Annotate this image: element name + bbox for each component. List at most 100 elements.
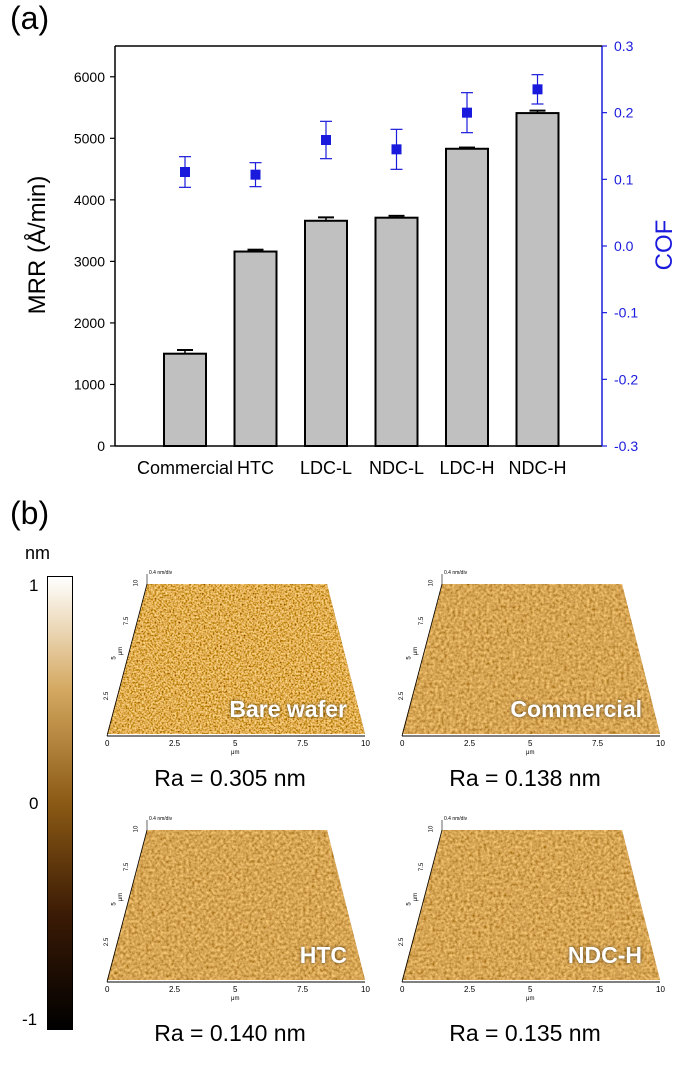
afm-ytick: 10 <box>133 579 140 587</box>
afm-ytick: 7.5 <box>419 616 426 625</box>
xtick-label: LDC-L <box>300 458 352 478</box>
afm-xtick: 10 <box>656 739 665 748</box>
afm-ytick: 7.5 <box>419 862 426 871</box>
colorbar <box>47 576 73 1030</box>
cof-point <box>321 135 331 145</box>
ytick-label: 3000 <box>74 253 105 269</box>
xtick-label: LDC-H <box>439 458 494 478</box>
ytick-label: 1000 <box>74 376 105 392</box>
bar-ldc-h <box>445 147 489 447</box>
afm-ra-label: Ra = 0.305 nm <box>154 765 306 791</box>
afm-xunit: μm <box>231 996 240 1002</box>
afm-xtick: 2.5 <box>464 739 476 748</box>
afm-xtick: 2.5 <box>169 739 181 748</box>
cof-point <box>250 169 261 180</box>
afm-yunit: μm <box>118 646 125 656</box>
afm-sample-name: HTC <box>299 942 347 968</box>
afm-scale-label: 0.4 nm/div <box>444 570 468 576</box>
y2tick-label: -0.1 <box>614 305 638 321</box>
afm-ytick: 10 <box>133 825 140 833</box>
cof-point <box>180 167 190 177</box>
panel-b-label: (b) <box>10 495 50 531</box>
afm-surface <box>401 820 660 983</box>
chart-y2label: COF <box>651 220 678 271</box>
colorbar-tick-bottom: -1 <box>22 1010 38 1029</box>
afm-sample-name: Bare wafer <box>229 696 347 722</box>
xtick-label: NDC-H <box>509 458 567 478</box>
bar-commercial <box>163 352 207 448</box>
afm-ytick: 5 <box>111 902 118 906</box>
afm-xtick: 10 <box>656 985 665 994</box>
afm-xtick: 0 <box>400 739 405 748</box>
afm-ytick: 2.5 <box>104 937 111 946</box>
afm-xunit: μm <box>526 750 535 756</box>
cof-point <box>391 144 402 155</box>
afm-xtick: 5 <box>528 739 533 748</box>
bar-ndc-l <box>374 216 419 447</box>
ytick-label: 2000 <box>74 315 105 331</box>
bar-ldc-l <box>304 219 348 447</box>
afm-xunit: μm <box>231 750 240 756</box>
afm-xtick: 7.5 <box>297 985 309 994</box>
ytick-label: 4000 <box>74 192 105 208</box>
afm-ra-label: Ra = 0.140 nm <box>154 1020 306 1046</box>
afm-ytick: 2.5 <box>104 691 111 700</box>
ytick-label: 5000 <box>74 130 105 146</box>
afm-surface <box>106 574 365 737</box>
afm-xtick: 2.5 <box>169 985 181 994</box>
afm-xtick: 0 <box>400 985 405 994</box>
afm-ytick: 2.5 <box>399 691 406 700</box>
afm-ra-label: Ra = 0.135 nm <box>449 1020 601 1046</box>
afm-ytick: 5 <box>111 656 118 660</box>
afm-image-2 <box>95 812 375 1022</box>
afm-scale-label: 0.4 nm/div <box>149 816 173 822</box>
y2tick-label: 0.2 <box>614 105 634 121</box>
afm-xtick: 5 <box>233 985 238 994</box>
colorbar-tick-top: 1 <box>29 576 39 595</box>
afm-xtick: 0 <box>105 985 110 994</box>
y2tick-label: 0.3 <box>614 38 634 54</box>
afm-scale-label: 0.4 nm/div <box>149 570 173 576</box>
y2tick-label: -0.2 <box>614 371 638 387</box>
afm-yunit: μm <box>413 892 420 902</box>
afm-xtick: 2.5 <box>464 985 476 994</box>
afm-ra-label: Ra = 0.138 nm <box>449 765 601 791</box>
y2tick-label: 0.1 <box>614 171 634 187</box>
afm-xtick: 7.5 <box>592 985 604 994</box>
afm-sample-name: NDC-H <box>567 942 642 968</box>
afm-scale-label: 0.4 nm/div <box>444 816 468 822</box>
afm-xtick: 7.5 <box>592 739 604 748</box>
y2tick-label: -0.3 <box>614 438 638 454</box>
afm-xtick: 10 <box>361 739 370 748</box>
afm-ytick: 5 <box>406 656 413 660</box>
afm-ytick: 2.5 <box>399 937 406 946</box>
afm-ytick: 10 <box>428 579 435 587</box>
mrr-cof-chart: MRR (Å/min) COF 0 1000 2000 3000 4000 5000 600… <box>23 38 678 478</box>
afm-surface <box>106 820 365 983</box>
afm-xtick: 5 <box>233 739 238 748</box>
afm-xtick: 7.5 <box>297 739 309 748</box>
afm-image-0 <box>95 566 375 776</box>
afm-surface <box>401 574 660 737</box>
colorbar-tick-mid: 0 <box>29 794 39 813</box>
afm-ytick: 5 <box>406 902 413 906</box>
ytick-label: 6000 <box>74 69 105 85</box>
afm-xtick: 5 <box>528 985 533 994</box>
afm-sample-name: Commercial <box>510 696 642 722</box>
afm-xtick: 10 <box>361 985 370 994</box>
bar-htc <box>233 250 278 447</box>
afm-image-3 <box>390 812 670 1022</box>
bar-ndc-h <box>515 112 560 447</box>
xtick-label: NDC-L <box>369 458 424 478</box>
afm-ytick: 7.5 <box>124 862 131 871</box>
afm-ytick: 10 <box>428 825 435 833</box>
afm-xunit: μm <box>526 996 535 1002</box>
y2tick-label: 0.0 <box>614 238 634 254</box>
ytick-label: 0 <box>97 438 105 454</box>
xtick-label: Commercial <box>137 458 233 478</box>
panel-a-label: (a) <box>10 0 50 36</box>
xtick-label: HTC <box>237 458 274 478</box>
colorbar-unit: nm <box>25 543 51 563</box>
chart-ylabel: MRR (Å/min) <box>23 176 51 315</box>
afm-ytick: 7.5 <box>124 616 131 625</box>
